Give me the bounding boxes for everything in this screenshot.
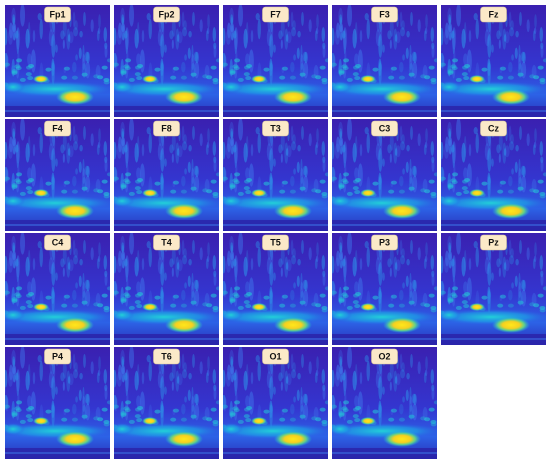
label-box	[153, 348, 180, 365]
label-box	[44, 120, 71, 137]
panel: Cz	[441, 119, 546, 231]
panel-label: F4	[52, 123, 63, 133]
panel-label: P3	[379, 237, 390, 247]
panel-label: T6	[161, 351, 172, 361]
panel: Fp2	[114, 5, 219, 117]
panel: Fp1	[5, 5, 110, 117]
panel-label: O2	[378, 351, 390, 361]
panel: F7	[223, 5, 328, 117]
panel: P3	[332, 233, 437, 345]
panel-label: T5	[270, 237, 281, 247]
panel-label: C4	[52, 237, 64, 247]
label-box	[153, 6, 180, 23]
label-box	[480, 6, 507, 23]
panel-label: Fp1	[49, 9, 65, 19]
panel: C4	[5, 233, 110, 345]
panel-label: T3	[270, 123, 281, 133]
panel-label: Fz	[489, 9, 499, 19]
label-box	[371, 348, 398, 365]
label-box	[371, 120, 398, 137]
panel: O1	[223, 347, 328, 459]
panel: T6	[114, 347, 219, 459]
panel-label: F3	[379, 9, 390, 19]
panel: P4	[5, 347, 110, 459]
panel: O2	[332, 347, 437, 459]
label-box	[480, 120, 507, 137]
label-box	[44, 348, 71, 365]
label-box	[262, 348, 289, 365]
panel-label: C3	[379, 123, 391, 133]
panel-label: O1	[269, 351, 281, 361]
panel-label: P4	[52, 351, 63, 361]
panel-label: Cz	[488, 123, 499, 133]
label-box	[262, 6, 289, 23]
panel: T3	[223, 119, 328, 231]
panel-label: F7	[270, 9, 281, 19]
label-box	[44, 6, 71, 23]
panel-label: Fp2	[158, 9, 174, 19]
panel: F3	[332, 5, 437, 117]
label-box	[371, 6, 398, 23]
label-box	[480, 234, 507, 251]
panel: Fz	[441, 5, 546, 117]
label-box	[371, 234, 398, 251]
label-box	[153, 120, 180, 137]
panel-label: F8	[161, 123, 172, 133]
label-box	[44, 234, 71, 251]
panel-label: Pz	[488, 237, 499, 247]
panel: C3	[332, 119, 437, 231]
panel: T5	[223, 233, 328, 345]
panel: T4	[114, 233, 219, 345]
panel: Pz	[441, 233, 546, 345]
panel: F8	[114, 119, 219, 231]
label-box	[153, 234, 180, 251]
label-box	[262, 120, 289, 137]
panel: F4	[5, 119, 110, 231]
label-box	[262, 234, 289, 251]
panel-label: T4	[161, 237, 172, 247]
